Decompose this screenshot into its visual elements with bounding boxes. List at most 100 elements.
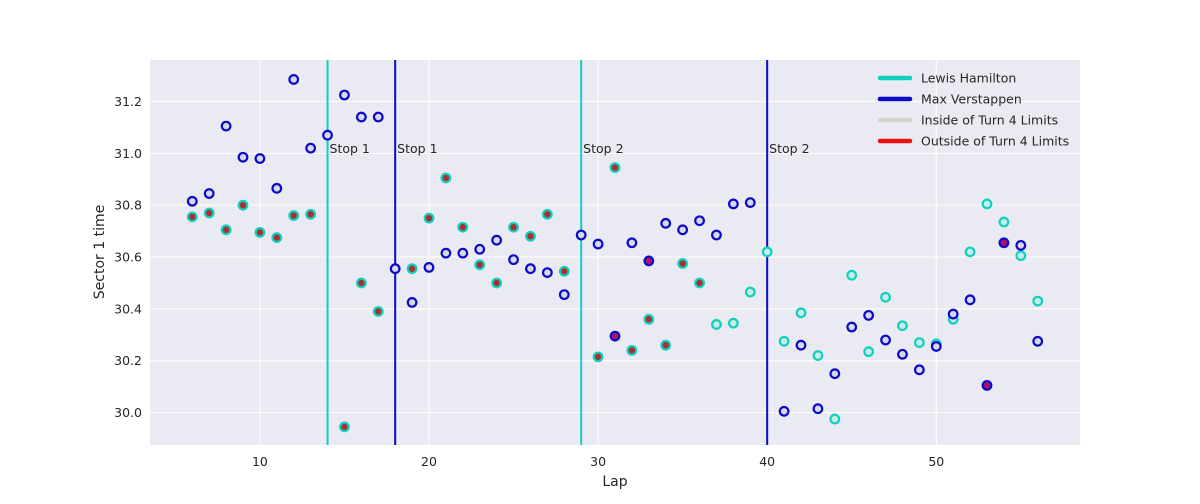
verstappen-point <box>237 151 249 163</box>
hamilton-point <box>372 306 384 317</box>
verstappen-point <box>440 247 452 259</box>
verstappen-point <box>305 142 317 154</box>
hamilton-point <box>271 232 283 243</box>
legend-label: Lewis Hamilton <box>921 71 1016 86</box>
pit-stop-label: Stop 1 <box>397 141 437 156</box>
hamilton-point <box>744 286 756 298</box>
verstappen-point <box>964 294 976 306</box>
hamilton-point <box>558 265 570 277</box>
hamilton-point <box>508 221 519 233</box>
verstappen-point <box>711 229 722 241</box>
hamilton-point <box>541 208 553 220</box>
hamilton-point <box>186 211 198 223</box>
verstappen-point <box>998 237 1010 249</box>
hamilton-point <box>711 319 722 330</box>
verstappen-point <box>947 308 959 320</box>
verstappen-point <box>863 309 875 321</box>
verstappen-point <box>288 74 300 85</box>
hamilton-point <box>778 335 790 347</box>
verstappen-point <box>474 243 486 255</box>
legend-label: Max Verstappen <box>921 92 1022 107</box>
verstappen-point <box>846 321 858 333</box>
hamilton-point <box>727 317 739 329</box>
hamilton-point <box>423 212 435 224</box>
verstappen-point <box>1015 239 1027 251</box>
verstappen-point <box>795 339 807 351</box>
verstappen-point <box>254 153 266 164</box>
verstappen-point <box>457 247 469 259</box>
verstappen-point <box>930 341 942 352</box>
hamilton-point <box>203 207 215 219</box>
verstappen-point <box>913 364 925 376</box>
legend: Lewis Hamilton Max Verstappen Inside of Tu… <box>877 71 1069 149</box>
hamilton-point <box>829 413 841 425</box>
verstappen-point <box>423 262 435 273</box>
hamilton-point <box>1015 250 1027 262</box>
verstappen-point <box>508 254 519 266</box>
hamilton-point <box>220 224 232 236</box>
grid-lines <box>150 60 1080 445</box>
verstappen-point <box>880 334 891 346</box>
verstappen-point <box>186 195 198 207</box>
verstappen-point <box>981 379 993 391</box>
hamilton-point <box>355 277 367 289</box>
verstappen-point <box>592 238 604 250</box>
verstappen-point <box>355 111 367 123</box>
verstappen-point <box>677 224 689 236</box>
hamilton-point <box>694 277 705 289</box>
hamilton-point <box>457 221 469 233</box>
x-tick-label: 40 <box>759 454 775 469</box>
hamilton-point <box>254 227 266 238</box>
verstappen-point <box>575 229 587 241</box>
plot-background <box>150 60 1080 445</box>
y-axis-label: Sector 1 time <box>92 205 108 299</box>
verstappen-point <box>1032 335 1044 347</box>
hamilton-point <box>305 208 317 220</box>
y-tick-label: 30.4 <box>114 301 142 316</box>
y-tick-label: 30.2 <box>114 353 142 368</box>
hamilton-point <box>288 210 300 221</box>
verstappen-point <box>558 289 570 301</box>
hamilton-point <box>913 337 925 348</box>
verstappen-point <box>220 120 232 132</box>
hamilton-point <box>525 230 536 242</box>
hamilton-point <box>812 350 824 361</box>
pit-stop-label: Stop 2 <box>583 141 623 156</box>
hamilton-point <box>474 259 486 271</box>
verstappen-point <box>322 129 333 141</box>
verstappen-point <box>694 215 705 227</box>
verstappen-point <box>778 405 790 417</box>
hamilton-point <box>609 162 621 173</box>
verstappen-point <box>897 348 908 360</box>
pit-stop-label: Stop 2 <box>769 141 809 156</box>
hamilton-point <box>677 258 689 269</box>
verstappen-point <box>812 403 824 415</box>
verstappen-point <box>626 237 638 249</box>
verstappen-point <box>643 255 655 267</box>
hamilton-point <box>491 277 503 289</box>
hamilton-point <box>880 291 891 303</box>
hamilton-point <box>626 344 638 356</box>
hamilton-point <box>237 199 249 211</box>
verstappen-point <box>491 234 503 246</box>
y-tick-label: 30.6 <box>114 250 142 265</box>
y-tick-label: 30.8 <box>114 198 142 213</box>
hamilton-point <box>1032 295 1044 307</box>
hamilton-point <box>795 307 807 319</box>
verstappen-point <box>271 182 283 194</box>
hamilton-point <box>406 263 418 275</box>
verstappen-point <box>541 267 553 278</box>
x-tick-label: 20 <box>421 454 437 469</box>
legend-label: Outside of Turn 4 Limits <box>921 134 1069 149</box>
data-points <box>186 74 1044 433</box>
hamilton-point <box>440 172 452 184</box>
hamilton-point <box>339 421 350 433</box>
hamilton-point <box>761 246 773 258</box>
hamilton-point <box>964 246 976 258</box>
hamilton-point <box>981 198 993 210</box>
legend-label: Inside of Turn 4 Limits <box>921 113 1058 128</box>
hamilton-point <box>643 313 655 325</box>
x-axis-label: Lap <box>602 474 627 490</box>
